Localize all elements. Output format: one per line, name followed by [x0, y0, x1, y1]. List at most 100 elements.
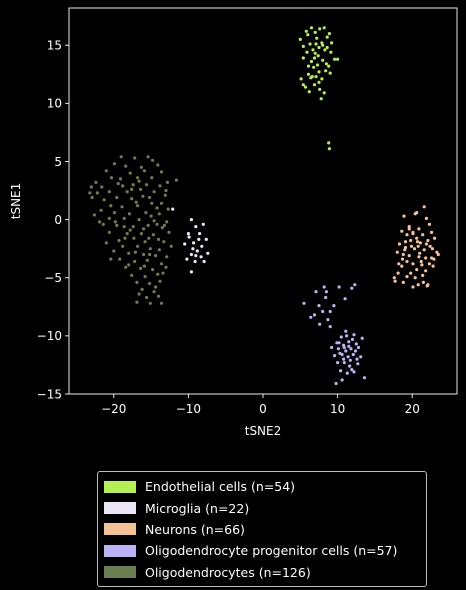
data-point	[189, 270, 193, 274]
data-point	[301, 44, 305, 49]
data-point	[435, 250, 439, 254]
data-point	[127, 251, 131, 255]
data-point	[143, 240, 147, 244]
data-point	[303, 85, 308, 89]
x-tick-label: 0	[259, 402, 267, 416]
data-point	[125, 190, 129, 194]
data-point	[112, 249, 116, 253]
data-point	[421, 273, 425, 277]
data-point	[305, 50, 309, 54]
data-point	[115, 223, 119, 227]
data-point	[122, 225, 126, 229]
data-point	[136, 176, 140, 180]
data-point	[428, 244, 432, 248]
data-point	[336, 361, 340, 365]
data-point	[393, 279, 397, 283]
data-point	[98, 220, 102, 224]
data-point	[200, 244, 204, 248]
data-point	[415, 268, 419, 272]
data-point	[411, 262, 415, 266]
data-point	[430, 230, 434, 234]
data-point	[148, 195, 152, 200]
data-point	[165, 180, 170, 184]
data-point	[194, 254, 198, 258]
data-point	[321, 309, 325, 314]
data-point	[321, 43, 325, 47]
data-point	[162, 223, 167, 227]
data-point	[146, 155, 150, 159]
data-point	[409, 271, 413, 275]
data-point	[352, 333, 356, 337]
data-point	[150, 201, 154, 205]
y-axis-label: tSNE1	[9, 183, 23, 220]
data-point	[419, 259, 423, 264]
data-point	[309, 26, 314, 30]
x-tick-label: −20	[101, 402, 126, 416]
data-point	[135, 300, 139, 304]
data-point	[109, 257, 113, 261]
data-point	[317, 304, 321, 308]
data-point	[99, 208, 103, 212]
data-point	[319, 97, 323, 101]
data-point	[298, 37, 302, 42]
data-point	[104, 241, 108, 245]
data-point	[145, 183, 149, 187]
data-point	[405, 233, 409, 237]
data-point	[313, 30, 317, 34]
data-point	[141, 194, 145, 198]
data-point	[155, 206, 159, 210]
data-point	[124, 265, 128, 269]
data-point	[125, 232, 129, 236]
data-point	[122, 216, 126, 220]
data-point	[159, 201, 164, 205]
data-point	[92, 213, 96, 217]
data-point	[415, 240, 420, 244]
data-point	[336, 57, 340, 61]
data-point	[142, 264, 146, 268]
data-point	[421, 233, 425, 237]
data-point	[159, 170, 164, 174]
data-point	[415, 211, 419, 215]
data-point	[411, 285, 415, 289]
data-point	[327, 31, 331, 36]
legend-swatch	[104, 566, 136, 579]
data-point	[301, 56, 305, 60]
legend-label: Neurons (n=66)	[145, 521, 245, 537]
data-point	[427, 222, 431, 226]
data-point	[133, 259, 137, 264]
data-point	[165, 255, 169, 259]
data-point	[339, 369, 343, 373]
data-point	[100, 185, 104, 189]
data-point	[137, 179, 141, 183]
data-point	[342, 357, 346, 361]
data-point	[350, 286, 354, 290]
data-point	[148, 301, 152, 305]
data-point	[318, 27, 322, 31]
x-tick-label: 20	[405, 402, 420, 416]
data-point	[143, 275, 147, 279]
data-point	[156, 237, 161, 241]
data-point	[112, 211, 117, 215]
data-point	[322, 26, 326, 30]
data-point	[400, 257, 405, 261]
data-point	[115, 195, 119, 200]
data-point	[158, 279, 162, 283]
data-point	[314, 42, 318, 46]
data-point	[335, 341, 339, 345]
data-point	[109, 204, 113, 208]
y-tick-label: 15	[47, 39, 62, 53]
y-tick-label: 0	[54, 213, 62, 227]
x-tick-label: 10	[330, 402, 345, 416]
data-point	[343, 297, 347, 301]
data-point	[304, 29, 308, 33]
data-point	[402, 214, 406, 218]
data-point	[150, 176, 154, 180]
data-point	[401, 252, 405, 257]
data-point	[199, 255, 203, 259]
data-point	[426, 238, 430, 243]
data-point	[356, 345, 361, 350]
data-point	[315, 63, 320, 67]
data-point	[121, 244, 125, 248]
legend-label: Microglia (n=22)	[145, 500, 250, 516]
data-point	[133, 156, 137, 160]
